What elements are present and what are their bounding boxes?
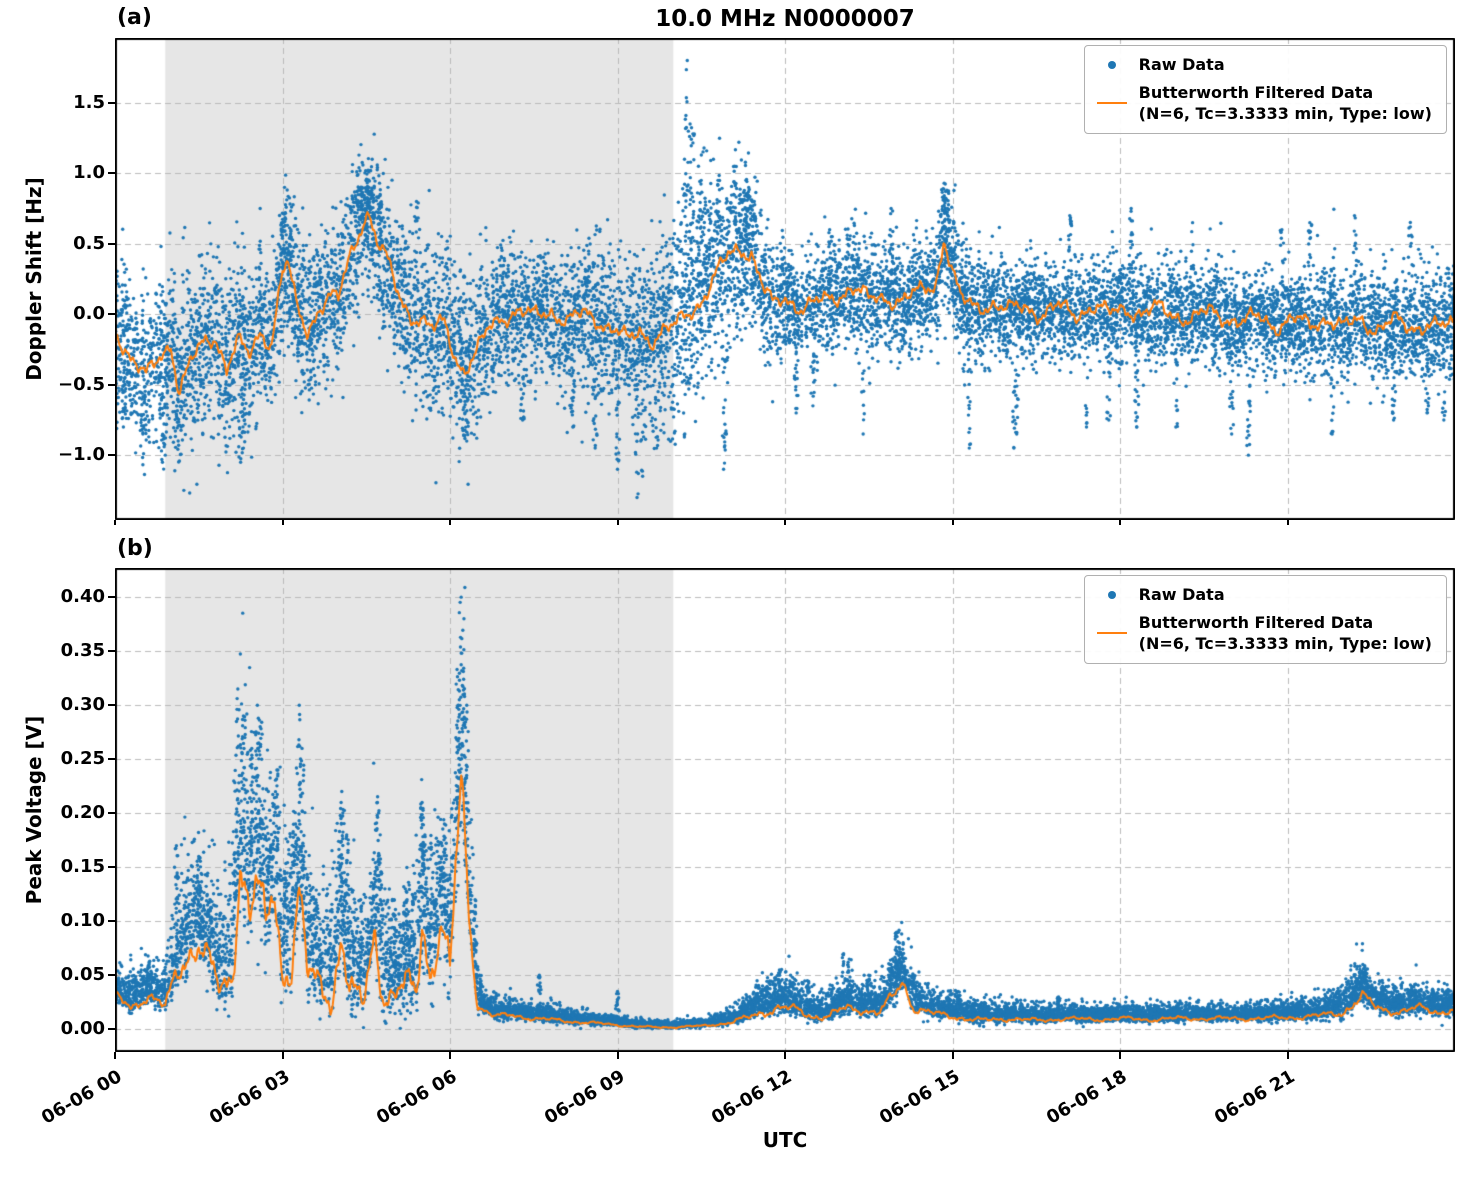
legend-marker-col	[1095, 102, 1129, 105]
x-tick-mark	[281, 1052, 284, 1059]
panel-a-tag: (a)	[117, 5, 152, 30]
x-tick-mark	[616, 520, 619, 525]
y-tick-mark	[108, 758, 115, 761]
legend-entry-raw: Raw Data	[1095, 54, 1432, 76]
legend-raw-label: Raw Data	[1138, 585, 1225, 604]
x-axis-label: UTC	[762, 1128, 808, 1152]
ytick-label: 0.15	[60, 856, 105, 878]
ytick-label: 0.30	[60, 694, 105, 716]
y-tick-mark	[108, 866, 115, 869]
x-tick-mark	[449, 520, 451, 525]
x-tick-mark	[1286, 1052, 1289, 1059]
filtered-line-icon	[1096, 102, 1127, 105]
x-tick-mark	[449, 1052, 451, 1059]
legend-entry-raw: Raw Data	[1095, 584, 1432, 606]
y-tick-mark	[108, 1028, 115, 1031]
ytick-label: −0.5	[58, 373, 105, 395]
y-tick-mark	[108, 974, 115, 977]
legend-marker-col	[1095, 60, 1129, 69]
y-tick-mark	[108, 596, 115, 599]
y-tick-mark	[108, 101, 115, 104]
y-tick-mark	[108, 812, 115, 815]
x-tick-mark	[784, 520, 786, 525]
raw-data-dot-icon	[1107, 60, 1116, 69]
ytick-label: 0.05	[60, 964, 105, 986]
y-axis-label-doppler: Doppler Shift [Hz]	[22, 177, 46, 381]
legend-filtered-label: Butterworth Filtered Data (N=6, Tc=3.333…	[1138, 612, 1432, 654]
legend-raw-label: Raw Data	[1138, 55, 1225, 74]
ytick-label: 1.0	[73, 162, 105, 184]
legend-filtered-label: Butterworth Filtered Data (N=6, Tc=3.333…	[1138, 82, 1432, 124]
panel-b-tag: (b)	[117, 536, 153, 561]
y-tick-mark	[108, 242, 115, 245]
x-tick-mark	[1119, 1052, 1121, 1059]
ytick-label: 0.00	[60, 1018, 105, 1040]
x-tick-mark	[114, 520, 116, 525]
ytick-label: 0.25	[60, 748, 105, 770]
ytick-label: 0.5	[73, 232, 105, 254]
x-tick-mark	[616, 1052, 619, 1059]
legend-panel-a: Raw Data Butterworth Filtered Data (N=6,…	[1083, 45, 1447, 134]
y-tick-mark	[108, 383, 115, 386]
x-tick-mark	[281, 520, 284, 525]
legend-entry-filtered: Butterworth Filtered Data (N=6, Tc=3.333…	[1095, 612, 1432, 655]
filtered-line-icon	[1096, 632, 1127, 635]
y-tick-mark	[108, 650, 115, 653]
x-tick-mark	[1119, 520, 1121, 525]
legend-panel-b: Raw Data Butterworth Filtered Data (N=6,…	[1083, 575, 1447, 664]
legend-entry-filtered: Butterworth Filtered Data (N=6, Tc=3.333…	[1095, 82, 1432, 125]
ytick-label: 0.35	[60, 640, 105, 662]
y-tick-mark	[108, 313, 115, 316]
panel-a-plot-area: Raw Data Butterworth Filtered Data (N=6,…	[115, 38, 1455, 520]
y-tick-mark	[108, 704, 115, 707]
ytick-label: 0.0	[73, 303, 105, 325]
ytick-label: 1.5	[73, 91, 105, 113]
legend-marker-col	[1095, 632, 1129, 635]
x-tick-mark	[784, 1052, 786, 1059]
x-tick-mark	[114, 1052, 116, 1059]
y-tick-mark	[108, 454, 115, 457]
legend-marker-col	[1095, 590, 1129, 599]
ytick-label: −1.0	[58, 444, 105, 466]
x-tick-mark	[1286, 520, 1289, 525]
x-tick-mark	[951, 1052, 954, 1059]
x-tick-mark	[951, 520, 954, 525]
panel-b-plot-area: Raw Data Butterworth Filtered Data (N=6,…	[115, 568, 1455, 1052]
chart-title: 10.0 MHz N0000007	[655, 6, 915, 32]
ytick-label: 0.20	[60, 802, 105, 824]
raw-data-dot-icon	[1107, 590, 1116, 599]
ytick-label: 0.40	[60, 586, 105, 608]
ytick-label: 0.10	[60, 910, 105, 932]
y-tick-mark	[108, 172, 115, 175]
y-tick-mark	[108, 920, 115, 923]
